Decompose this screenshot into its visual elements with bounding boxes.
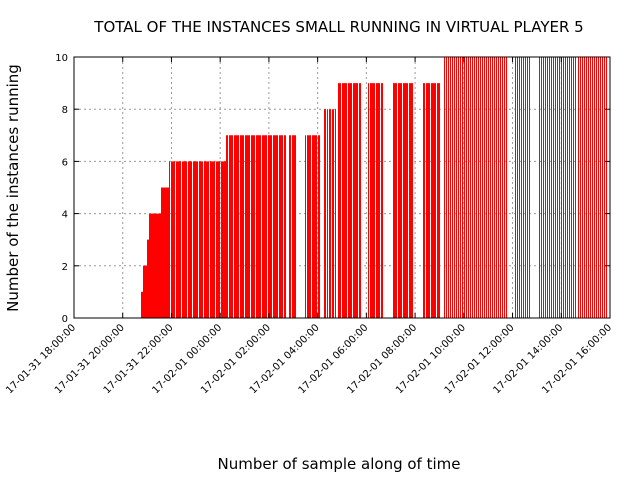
bars xyxy=(141,57,607,318)
chart-title: TOTAL OF THE INSTANCES SMALL RUNNING IN … xyxy=(93,18,583,36)
y-axis-label: Number of the instances running xyxy=(4,64,22,312)
plot-frame xyxy=(73,56,611,319)
y-tick-label: 6 xyxy=(62,157,68,168)
y-ticks: 0 2 4 6 8 10 xyxy=(55,53,610,325)
y-tick-label: 4 xyxy=(62,210,68,221)
y-tick-label: 0 xyxy=(62,314,68,325)
x-axis-label: Number of sample along of time xyxy=(217,455,460,473)
y-tick-label: 10 xyxy=(55,53,68,64)
y-tick-label: 8 xyxy=(62,105,68,116)
y-tick-label: 2 xyxy=(62,262,68,273)
